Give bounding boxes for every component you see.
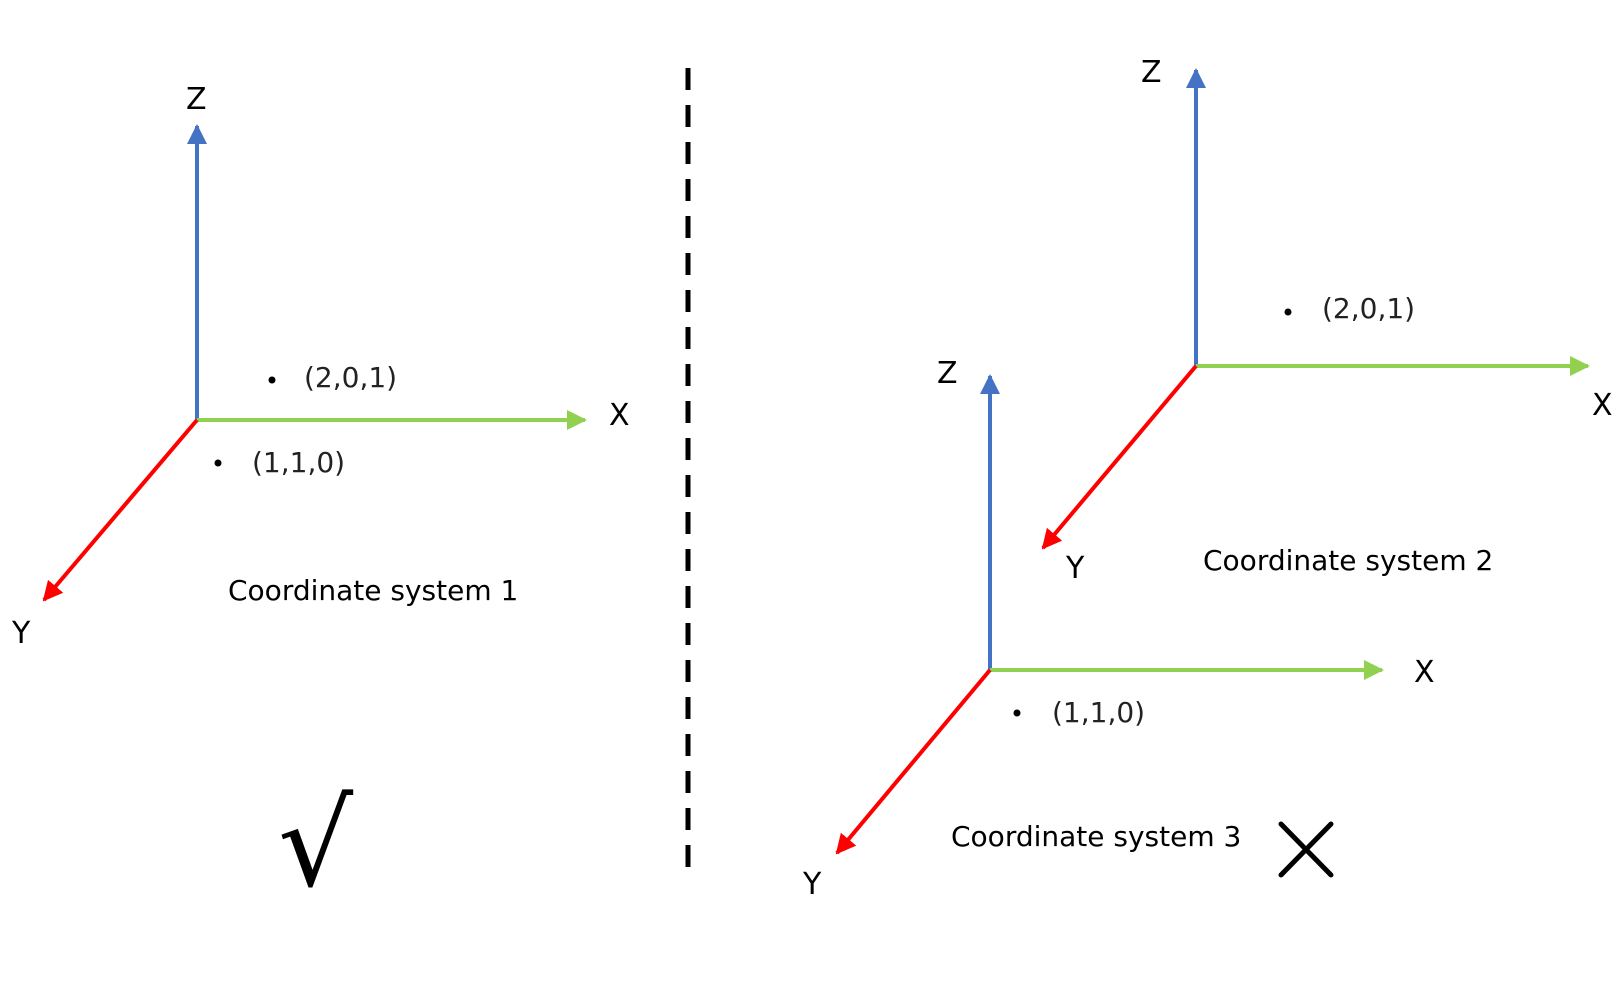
system-3-point-1-1-0-label: (1,1,0) — [1052, 696, 1145, 729]
system-1-check-mark: √ — [278, 775, 354, 913]
system-3-y-axis-label: Y — [802, 867, 822, 902]
system-1-y-axis — [42, 418, 199, 602]
system-3-z-axis-label: Z — [937, 356, 958, 391]
system-2-point-2-0-1 — [1284, 308, 1292, 316]
system-1-point-1-1-0 — [214, 459, 222, 467]
system-2-caption: Coordinate system 2 — [1203, 544, 1493, 577]
system-3-x-axis-label: X — [1414, 655, 1435, 690]
system-1-x-axis-label: X — [609, 398, 630, 433]
coordinate-system-2: Z X Y (2,0,1) Coordinate system 2 — [1041, 55, 1613, 586]
system-1-y-axis-label: Y — [11, 616, 31, 651]
cross-icon — [1278, 821, 1334, 878]
system-1-z-axis-label: Z — [186, 82, 207, 117]
coordinate-system-1: Z X Y (2,0,1) (1,1,0) Coordinate system … — [11, 82, 630, 913]
system-3-point-1-1-0 — [1013, 709, 1021, 717]
system-3-caption: Coordinate system 3 — [951, 820, 1241, 853]
system-2-z-axis-label: Z — [1141, 55, 1162, 90]
system-1-point-2-0-1-label: (2,0,1) — [304, 361, 397, 394]
system-2-y-axis-label: Y — [1065, 551, 1085, 586]
coordinate-system-3: Z X Y (1,1,0) Coordinate system 3 — [802, 356, 1435, 902]
system-2-y-axis — [1041, 364, 1198, 550]
system-1-point-2-0-1 — [268, 376, 276, 384]
system-2-point-2-0-1-label: (2,0,1) — [1322, 292, 1415, 325]
system-3-y-axis — [835, 668, 992, 855]
system-1-caption: Coordinate system 1 — [228, 574, 518, 607]
system-1-point-1-1-0-label: (1,1,0) — [252, 446, 345, 479]
system-2-x-axis-label: X — [1592, 388, 1613, 423]
